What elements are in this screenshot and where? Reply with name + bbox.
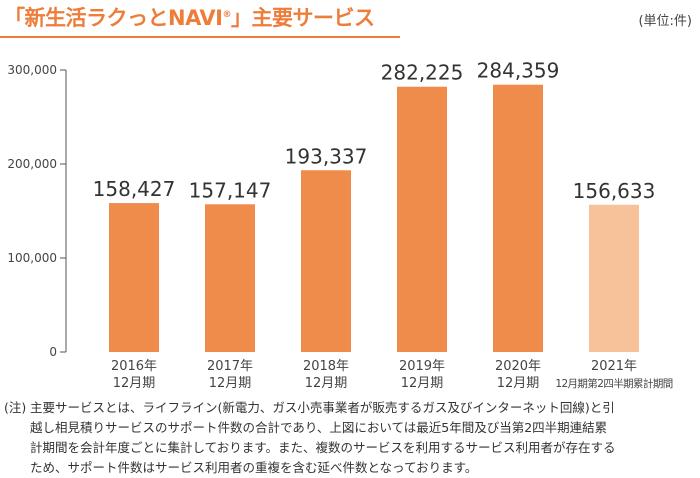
data-label: 157,147 [189, 178, 272, 202]
x-tick-label: 2018年 [303, 359, 349, 374]
title-end: 」主要サービス [230, 6, 375, 30]
bar [589, 204, 639, 352]
x-tick-sublabel: 12月期 [113, 376, 156, 391]
x-tick-sublabel: 12月期第2四半期累計期間 [555, 377, 672, 390]
bar-chart: 0 100,000 200,000 300,000 158,427 2016年 12月期 15… [7, 59, 673, 391]
x-tick-sublabel: 12月期 [209, 376, 252, 391]
bar [205, 204, 255, 352]
footnote-line-1: 主要サービスとは、ライフライン(新電力、ガス小売事業者が販売するガス及びインター… [30, 400, 615, 415]
bar [493, 84, 543, 352]
x-tick-sublabel: 12月期 [401, 376, 444, 391]
unit-label: (単位:件) [638, 14, 692, 29]
bar [109, 203, 159, 352]
x-tick-label: 2020年 [495, 359, 541, 374]
footnote-mark: (注) [4, 400, 27, 415]
y-tick-label: 200,000 [7, 157, 57, 171]
data-label: 193,337 [285, 144, 368, 168]
title-underline [0, 36, 400, 38]
footnote-line-4: ため、サポート件数はサービス利用者の重複を含む延べ件数となっております。 [30, 460, 478, 475]
title-main: 「新生活ラクっとNAVI [4, 6, 223, 30]
data-label: 158,427 [93, 177, 176, 201]
footnote-line-3: 計期間を会計年度ごとに集計しております。また、複数のサービスを利用するサービス利… [30, 440, 616, 455]
y-tick-label: 0 [49, 345, 57, 359]
x-tick-label: 2017年 [207, 359, 253, 374]
footnote: (注) 主要サービスとは、ライフライン(新電力、ガス小売事業者が販売するガス及び… [4, 398, 698, 478]
x-tick-sublabel: 12月期 [305, 376, 348, 391]
bar [397, 86, 447, 353]
y-tick-label: 300,000 [7, 63, 57, 77]
x-tick-label: 2016年 [111, 359, 157, 374]
data-label: 156,633 [573, 179, 656, 203]
data-label: 284,359 [477, 59, 560, 83]
footnote-line-2: 越し相見積りサービスのサポート件数の合計であり、上図においては最近5年間及び当第… [30, 420, 608, 435]
x-tick-sublabel: 12月期 [497, 376, 540, 391]
data-label: 282,225 [381, 61, 464, 85]
x-tick-label: 2021年 [591, 359, 637, 374]
y-tick-label: 100,000 [7, 251, 57, 265]
x-tick-label: 2019年 [399, 359, 445, 374]
registered-mark: ® [222, 10, 231, 20]
chart-title: 「新生活ラクっとNAVI®」主要サービス [4, 2, 375, 32]
bar [301, 170, 351, 352]
